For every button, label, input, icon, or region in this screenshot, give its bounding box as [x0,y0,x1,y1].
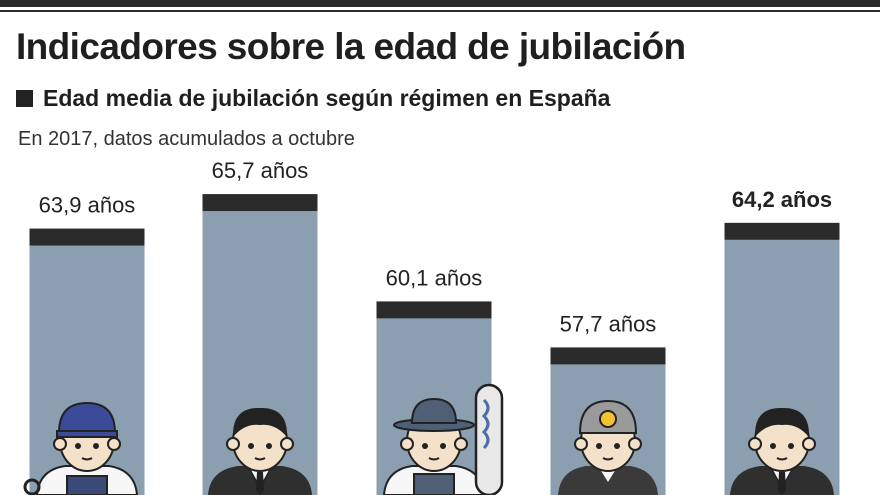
data-label: 63,9 años [39,193,136,218]
legend-square-icon [16,90,33,107]
businessman-icon [730,407,834,495]
data-label: 64,2 años [732,187,832,212]
chart-note: En 2017, datos acumulados a octubre [18,128,355,150]
farmer-icon [382,383,504,495]
miner-icon [558,399,658,495]
data-label: 65,7 años [212,158,309,183]
data-label: 57,7 años [560,311,657,336]
bar-cap [202,194,318,212]
bar-cap [376,301,492,319]
page-title: Indicadores sobre la edad de jubilación [16,26,686,67]
top-rule [0,0,880,7]
top-rule-thin [0,10,880,12]
chart-subtitle: Edad media de jubilación según régimen e… [16,85,610,112]
businessman-icon [208,407,312,495]
bar-cap [724,222,840,240]
worker-icon [23,401,139,495]
data-label: 60,1 años [386,265,483,290]
bar-cap [550,347,666,365]
bar-cap [29,228,145,246]
chart-subtitle-text: Edad media de jubilación según régimen e… [43,85,611,111]
